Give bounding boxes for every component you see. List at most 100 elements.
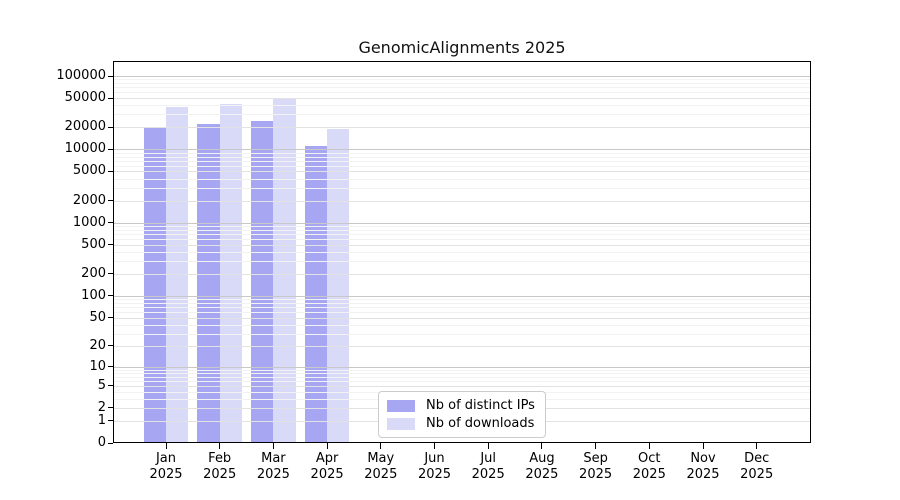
legend-item-downloads: Nb of downloads — [387, 416, 537, 431]
legend-swatch-distinct-ips — [387, 399, 415, 412]
gridline-70 — [114, 307, 810, 309]
gridline-6 — [114, 380, 810, 382]
gridline-60000 — [114, 92, 810, 94]
x-tick-may — [380, 443, 382, 449]
y-tick-label-50: 50 — [89, 309, 106, 325]
gridline-10000 — [114, 149, 810, 151]
y-tick-label-2000: 2000 — [72, 192, 106, 208]
x-tick-label-sep: Sep 2025 — [579, 451, 613, 482]
gridline-80 — [114, 302, 810, 304]
x-tick-label-may: May 2025 — [364, 451, 398, 482]
gridline-500 — [114, 244, 810, 246]
gridline-50 — [114, 317, 810, 319]
x-tick-nov — [702, 443, 704, 449]
gridline-40000 — [114, 105, 810, 107]
y-tick-10 — [108, 366, 113, 368]
gridline-1000 — [114, 222, 810, 224]
y-tick-100000 — [108, 75, 113, 77]
y-tick-label-20000: 20000 — [64, 119, 106, 135]
y-tick-label-100000: 100000 — [56, 68, 106, 83]
x-tick-sep — [595, 443, 597, 449]
bar-nb-of-downloads-apr — [327, 128, 350, 443]
bar-nb-of-distinct-ips-mar — [251, 120, 274, 443]
gridline-80000 — [114, 83, 810, 85]
y-tick-label-2: 2 — [97, 399, 106, 415]
x-tick-label-oct: Oct 2025 — [632, 451, 666, 482]
x-tick-jan — [165, 443, 167, 449]
x-tick-label-feb: Feb 2025 — [203, 451, 237, 482]
bar-nb-of-distinct-ips-apr — [304, 146, 328, 443]
y-tick-50000 — [108, 97, 113, 99]
gridline-30000 — [114, 114, 810, 116]
legend-item-distinct-ips: Nb of distinct IPs — [387, 398, 537, 413]
x-tick-aug — [541, 443, 543, 449]
y-tick-5000 — [108, 170, 113, 172]
gridline-5 — [114, 385, 810, 387]
gridline-300 — [114, 261, 810, 263]
y-tick-label-500: 500 — [81, 236, 106, 252]
y-tick-label-100: 100 — [81, 287, 106, 303]
legend-label-downloads: Nb of downloads — [426, 416, 535, 431]
gridline-9 — [114, 369, 810, 371]
y-tick-label-20: 20 — [89, 337, 106, 353]
y-tick-10000 — [108, 148, 113, 150]
legend: Nb of distinct IPs Nb of downloads — [378, 391, 546, 438]
y-tick-label-1000: 1000 — [72, 214, 106, 230]
x-tick-label-dec: Dec 2025 — [740, 451, 774, 482]
x-tick-label-aug: Aug 2025 — [525, 451, 559, 482]
y-tick-label-5000: 5000 — [72, 163, 106, 179]
legend-swatch-downloads — [387, 417, 415, 430]
x-tick-label-nov: Nov 2025 — [686, 451, 720, 482]
x-tick-oct — [648, 443, 650, 449]
y-tick-500 — [108, 244, 113, 246]
y-tick-20000 — [108, 126, 113, 128]
y-tick-0 — [108, 442, 113, 444]
gridline-600 — [114, 239, 810, 241]
gridline-400 — [114, 251, 810, 253]
gridline-8000 — [114, 156, 810, 158]
y-tick-200 — [108, 273, 113, 275]
x-tick-dec — [756, 443, 758, 449]
y-tick-100 — [108, 295, 113, 297]
gridline-7 — [114, 376, 810, 378]
bar-nb-of-downloads-mar — [273, 98, 296, 443]
y-tick-label-200: 200 — [81, 265, 106, 281]
gridline-9000 — [114, 152, 810, 154]
y-tick-label-5: 5 — [97, 377, 106, 393]
y-tick-1000 — [108, 222, 113, 224]
gridline-10 — [114, 366, 810, 368]
y-tick-label-10: 10 — [89, 358, 106, 374]
y-tick-label-0: 0 — [97, 435, 106, 450]
gridline-800 — [114, 229, 810, 231]
gridline-8 — [114, 372, 810, 374]
gridline-40 — [114, 324, 810, 326]
x-tick-label-jun: Jun 2025 — [417, 451, 452, 482]
x-tick-jun — [434, 443, 435, 449]
gridline-50000 — [114, 98, 810, 100]
x-tick-label-jul: Jul 2025 — [471, 451, 505, 482]
gridline-6000 — [114, 165, 810, 167]
bar-nb-of-distinct-ips-feb — [197, 124, 220, 443]
gridline-20 — [114, 345, 810, 347]
y-tick-label-1: 1 — [97, 412, 106, 428]
gridline-4000 — [114, 178, 810, 180]
gridline-7000 — [114, 160, 810, 162]
y-tick-2 — [108, 407, 113, 409]
gridline-3000 — [114, 187, 810, 189]
y-tick-20 — [108, 345, 113, 347]
legend-label-distinct-ips: Nb of distinct IPs — [426, 398, 535, 413]
y-tick-50 — [108, 317, 113, 319]
x-tick-label-apr: Apr 2025 — [310, 451, 344, 482]
gridline-90000 — [114, 79, 810, 81]
chart-title: GenomicAlignments 2025 — [358, 38, 566, 57]
gridline-90 — [114, 299, 810, 301]
x-tick-label-jan: Jan 2025 — [149, 451, 183, 482]
x-tick-feb — [219, 443, 221, 449]
gridline-200 — [114, 273, 810, 275]
bar-nb-of-distinct-ips-jan — [143, 127, 166, 443]
bar-nb-of-downloads-feb — [219, 104, 243, 443]
x-tick-mar — [272, 443, 274, 449]
y-tick-label-50000: 50000 — [64, 90, 106, 106]
gridline-5000 — [114, 171, 810, 173]
